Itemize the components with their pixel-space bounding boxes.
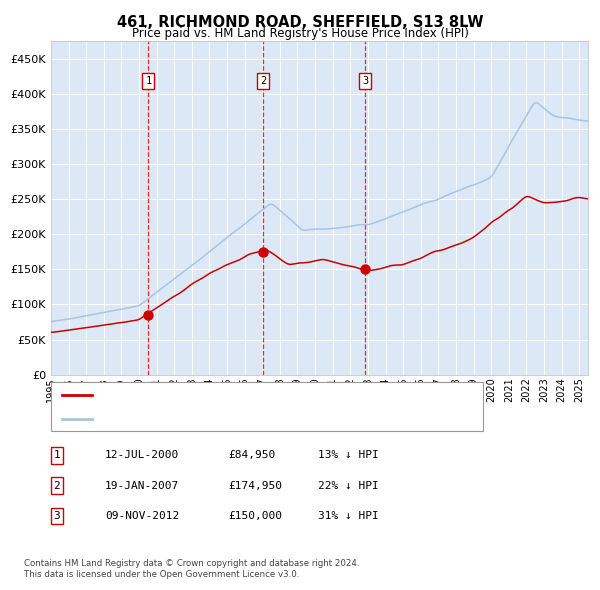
Text: 09-NOV-2012: 09-NOV-2012 xyxy=(105,511,179,520)
Text: 3: 3 xyxy=(53,511,61,520)
Text: 461, RICHMOND ROAD, SHEFFIELD, S13 8LW (detached house): 461, RICHMOND ROAD, SHEFFIELD, S13 8LW (… xyxy=(96,391,423,401)
Text: 461, RICHMOND ROAD, SHEFFIELD, S13 8LW: 461, RICHMOND ROAD, SHEFFIELD, S13 8LW xyxy=(117,15,483,30)
Text: 12-JUL-2000: 12-JUL-2000 xyxy=(105,451,179,460)
Text: 19-JAN-2007: 19-JAN-2007 xyxy=(105,481,179,490)
Text: 22% ↓ HPI: 22% ↓ HPI xyxy=(318,481,379,490)
Text: £174,950: £174,950 xyxy=(228,481,282,490)
Text: 3: 3 xyxy=(362,76,368,86)
Text: Price paid vs. HM Land Registry's House Price Index (HPI): Price paid vs. HM Land Registry's House … xyxy=(131,27,469,40)
Text: HPI: Average price, detached house, Sheffield: HPI: Average price, detached house, Shef… xyxy=(96,414,335,424)
Text: 1: 1 xyxy=(145,76,151,86)
Text: 2: 2 xyxy=(53,481,61,490)
Text: This data is licensed under the Open Government Licence v3.0.: This data is licensed under the Open Gov… xyxy=(24,571,299,579)
Text: 31% ↓ HPI: 31% ↓ HPI xyxy=(318,511,379,520)
Text: Contains HM Land Registry data © Crown copyright and database right 2024.: Contains HM Land Registry data © Crown c… xyxy=(24,559,359,568)
Text: 13% ↓ HPI: 13% ↓ HPI xyxy=(318,451,379,460)
Text: 1: 1 xyxy=(53,451,61,460)
Text: 2: 2 xyxy=(260,76,266,86)
Text: £84,950: £84,950 xyxy=(228,451,275,460)
Text: £150,000: £150,000 xyxy=(228,511,282,520)
